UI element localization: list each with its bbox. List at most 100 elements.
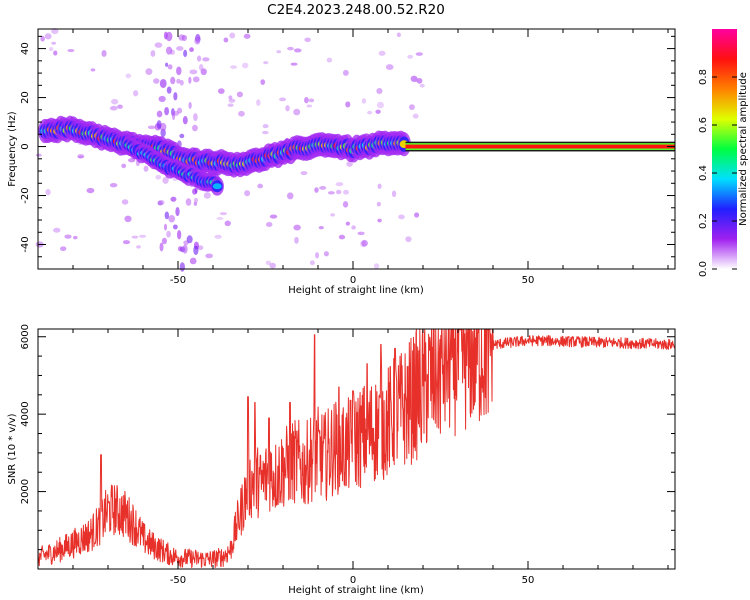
spectrogram-speckle — [145, 68, 153, 76]
spectrogram-speckle — [342, 69, 349, 76]
spectrogram-speckle — [243, 33, 251, 39]
spectrogram-noise — [186, 235, 193, 244]
spectrogram-speckle — [345, 101, 351, 108]
spectrogram-speckle — [351, 225, 356, 230]
spectrogram-speckle — [293, 48, 302, 53]
spectrogram-speckle — [229, 32, 236, 39]
spectrogram-noise — [188, 101, 192, 109]
spectrogram-noise — [163, 223, 168, 231]
spectrogram-speckle — [35, 153, 42, 157]
colorbar-tick-label: 0.0 — [698, 261, 709, 277]
spectrogram-speckle — [124, 215, 132, 223]
spectrogram-speckle — [219, 212, 227, 216]
y-tick-label: -20 — [20, 187, 31, 203]
spectrogram-noise — [156, 120, 162, 129]
spectrogram-speckle — [309, 260, 315, 266]
spectrogram-speckle — [378, 50, 386, 56]
spectrogram-speckle — [391, 190, 397, 198]
spectrogram-speckle — [408, 104, 415, 111]
spectrogram-speckle — [189, 69, 198, 75]
spectrogram-speckle — [117, 104, 123, 109]
spectrogram-speckle — [53, 50, 58, 56]
spectrogram-speckle — [412, 113, 419, 119]
y-tick-label: 4000 — [20, 401, 31, 426]
spectrogram-speckle — [53, 227, 61, 233]
spectrogram-speckle — [227, 103, 234, 108]
spectrogram-speckle — [40, 35, 45, 42]
spectrogram-speckle — [346, 161, 353, 167]
spectrogram-speckle — [415, 52, 423, 56]
spectrogram-speckle — [377, 218, 382, 223]
colorbar-tick-label: 0.8 — [698, 69, 709, 85]
spectrogram-speckle — [109, 105, 118, 111]
spectrogram-noise — [177, 246, 183, 252]
spectrogram-speckle — [361, 98, 367, 104]
spectrogram-speckle — [45, 188, 51, 196]
spectrogram-speckle — [290, 62, 298, 66]
spectrogram-speckle — [262, 130, 269, 135]
spectrogram-speckle — [306, 104, 313, 108]
spectrogram-speckle — [304, 97, 309, 104]
spectrogram-noise — [179, 133, 185, 139]
spectrogram-speckle — [147, 125, 156, 130]
spectrogram-noise — [170, 196, 177, 202]
spectrogram-noise — [193, 245, 199, 255]
spectrogram-noise — [189, 47, 194, 52]
spectrogram-speckle — [405, 236, 412, 243]
spectrogram-speckle — [300, 171, 308, 176]
spectrogram-noise — [176, 78, 181, 84]
spectrogram-noise — [165, 31, 173, 42]
spectrogram-speckle — [167, 64, 173, 70]
spectrogram-noise — [164, 211, 170, 220]
spectrogram-speckle — [293, 108, 301, 116]
spectrogram-speckle — [214, 234, 222, 239]
spectrogram-speckle — [308, 98, 315, 103]
spectrogram-speckle — [326, 57, 333, 63]
spectrogram-ylabel: Frequency (Hz) — [7, 111, 18, 187]
spectrogram-speckle — [44, 33, 52, 40]
spectrogram-speckle — [376, 87, 383, 95]
spectrogram-speckle — [176, 46, 184, 51]
y-tick-label: 0 — [20, 143, 31, 149]
spectrogram-noise — [168, 215, 176, 223]
snr-axes: -50 0 50 2000 4000 6000 — [20, 324, 675, 586]
x-tick-label: 0 — [350, 575, 356, 586]
spectrogram-noise — [162, 177, 169, 184]
spectrogram-noise — [182, 244, 188, 254]
spectrogram-frame — [37, 28, 676, 270]
spectrogram-noise — [192, 124, 198, 132]
spectrogram-speckle — [269, 214, 278, 219]
spectrogram-speckle — [153, 78, 160, 84]
spectrogram-speckle — [367, 110, 373, 115]
spectrogram-speckle — [51, 27, 59, 35]
y-tick-label: 20 — [20, 91, 31, 104]
spectrogram-speckle — [294, 236, 299, 244]
x-tick-label: 0 — [350, 275, 356, 286]
spectrogram-speckle — [412, 77, 420, 83]
spectrogram-noise — [165, 46, 173, 55]
spectrogram-speckle — [304, 37, 311, 43]
spectrogram-noise — [179, 262, 185, 272]
spectrogram-speckle — [373, 263, 380, 269]
spectrogram-speckle — [49, 47, 54, 52]
spectrogram-speckle — [228, 98, 236, 103]
spectrogram-noise — [179, 79, 184, 86]
spectrogram-speckle — [256, 99, 261, 107]
spectrogram-speckle — [345, 221, 350, 226]
spectrogram-speckle — [414, 212, 420, 218]
spectrogram-speckle — [64, 234, 72, 239]
ridge-core — [212, 183, 222, 190]
spectrogram-speckle — [133, 90, 139, 97]
spectrogram-speckle — [407, 54, 413, 59]
spectrogram-speckle — [158, 95, 166, 103]
spectrogram-speckle — [260, 79, 266, 86]
spectrogram-panel: -50 0 50 -40 -20 0 20 40 Height of straight lin… — [7, 27, 676, 296]
steady-band-core — [405, 144, 675, 149]
spectrogram-speckle — [323, 251, 329, 257]
colorbar-tick-label: 0.4 — [698, 165, 709, 181]
spectrogram-speckle — [285, 105, 290, 112]
y-tick-label: 40 — [20, 42, 31, 55]
spectrogram-speckle — [342, 201, 349, 208]
spectrogram-speckle — [343, 189, 349, 195]
spectrogram-speckle — [224, 220, 231, 227]
